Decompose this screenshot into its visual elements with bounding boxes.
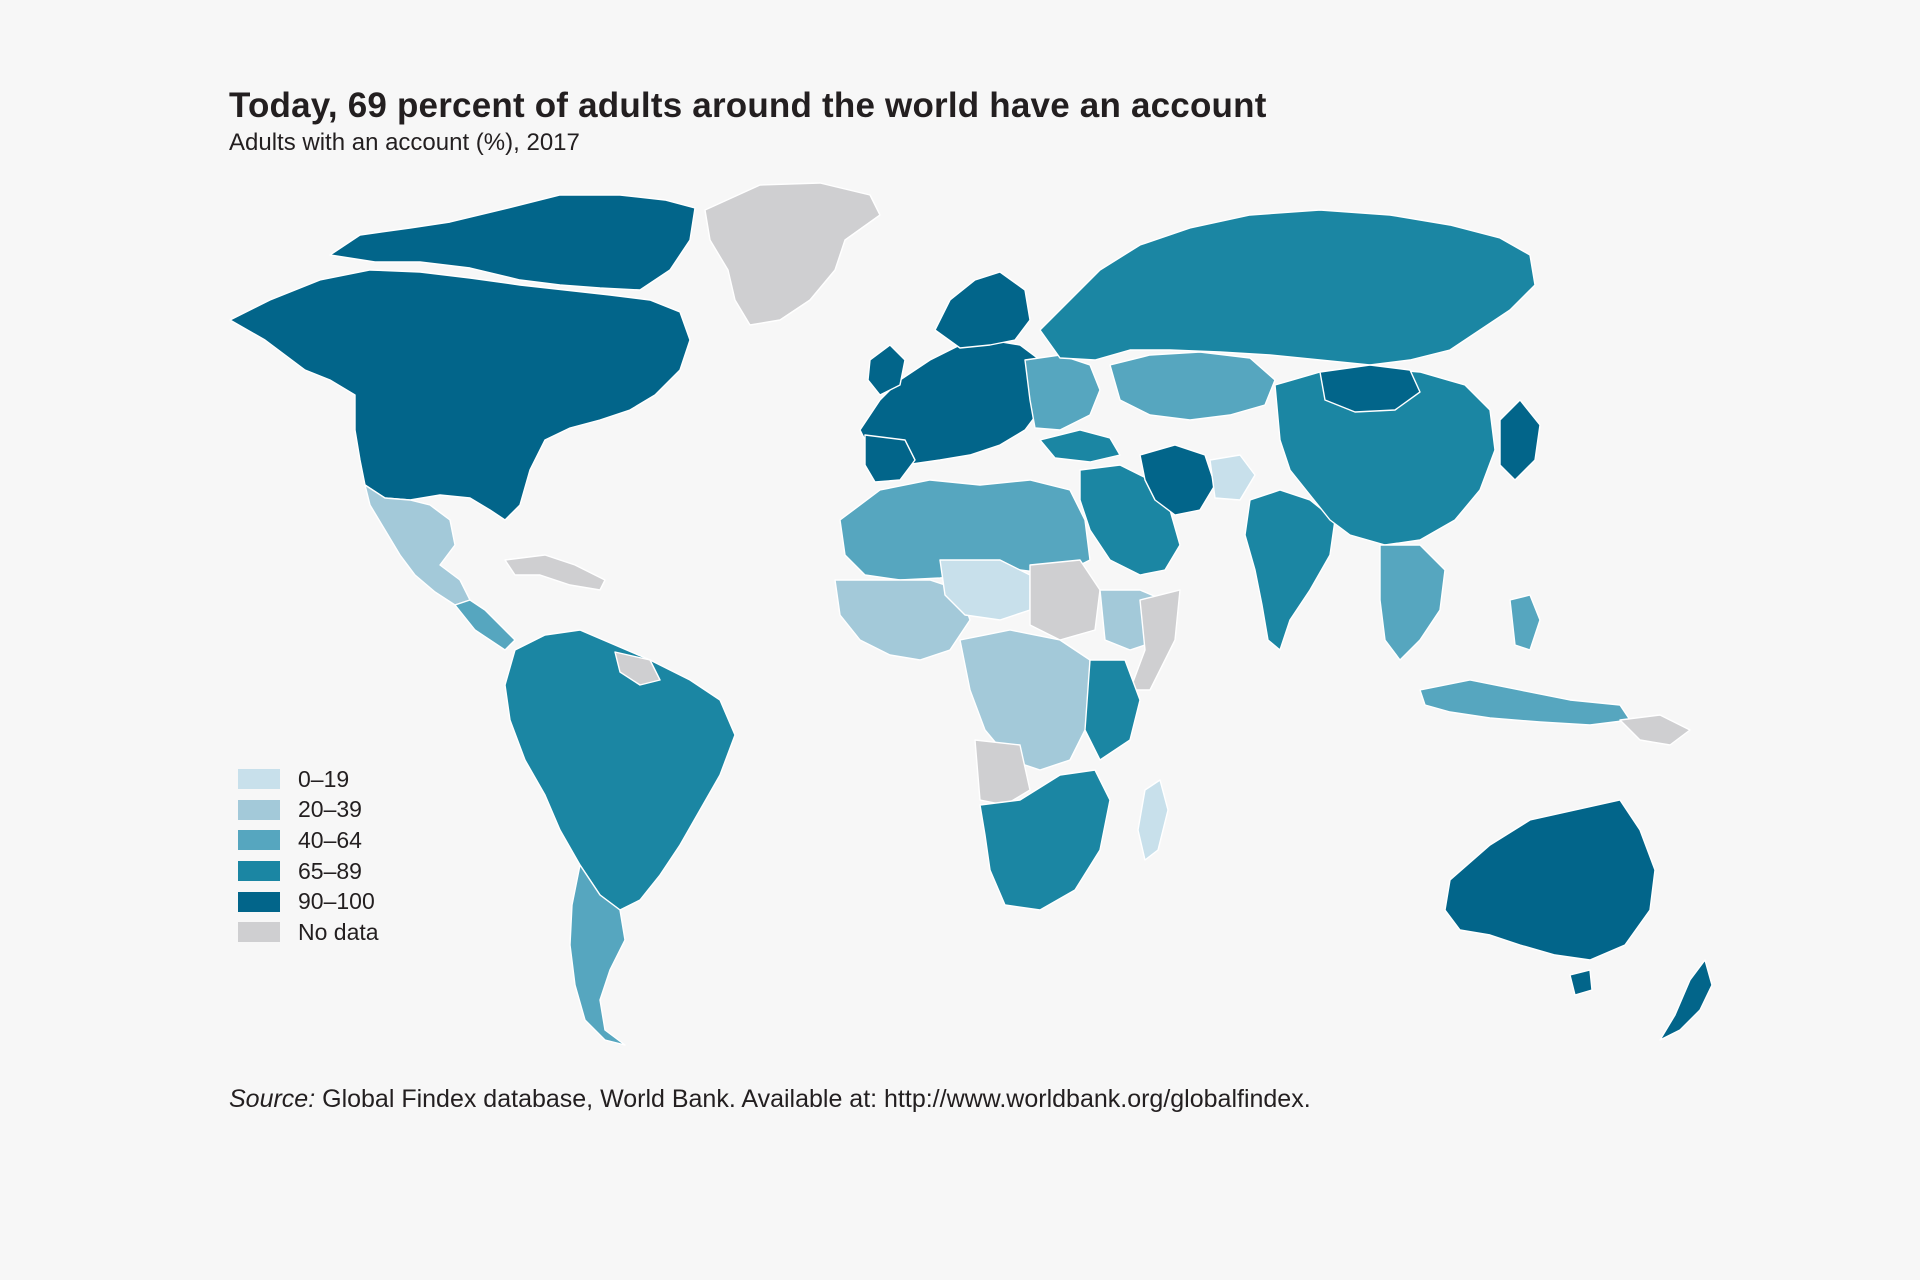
legend-label: No data [298,918,379,945]
source-prefix: Source: [229,1085,316,1113]
region-uk [867,344,906,396]
region-southeast-asia [1379,544,1446,661]
region-madagascar [1137,779,1169,861]
region-greenland [704,182,881,326]
legend-swatch-90-100 [238,891,280,912]
legend-swatch-no-data [238,922,280,943]
legend-item: 20–39 [238,795,379,826]
region-caribbean [504,554,606,591]
region-russia [1039,209,1536,366]
region-somalia [1129,589,1181,691]
region-north-america-north [229,269,691,521]
legend-label: 40–64 [298,826,362,853]
region-iberia [864,434,916,483]
source-note: Source: Global Findex database, World Ba… [229,1085,1311,1114]
region-tasmania [1569,969,1593,996]
region-japan-korea [1499,399,1541,481]
legend-label: 90–100 [298,888,375,915]
legend-item: 90–100 [238,886,379,917]
legend-item: 0–19 [238,764,379,795]
region-eastern-europe [1024,354,1101,431]
region-south-america-north [504,629,736,911]
legend-swatch-40-64 [238,830,280,851]
region-turkey [1039,429,1121,463]
region-east-africa [1084,659,1141,761]
region-new-zealand [1659,959,1713,1041]
legend-swatch-0-19 [238,769,280,790]
legend-item: 40–64 [238,825,379,856]
map-title: Today, 69 percent of adults around the w… [229,86,1267,125]
region-central-america [454,599,516,651]
legend-label: 0–19 [298,765,350,792]
source-text: Global Findex database, World Bank. Avai… [315,1085,1311,1113]
region-southern-africa [979,769,1111,911]
region-angola [974,739,1031,806]
legend-swatch-65-89 [238,861,280,882]
region-central-africa [959,629,1091,771]
region-sahel [939,559,1031,621]
region-indonesia [1419,679,1631,726]
region-mexico [364,484,471,606]
region-central-asia [1109,351,1276,421]
region-iran [1139,444,1216,516]
region-australia [1444,799,1656,961]
region-mongolia [1319,364,1421,413]
region-scandinavia [934,271,1031,349]
region-guianas [614,651,661,686]
region-philippines [1509,594,1541,651]
legend-label: 20–39 [298,796,362,823]
map-subtitle: Adults with an account (%), 2017 [229,129,580,156]
legend-label: 65–89 [298,857,362,884]
region-afghanistan [1209,454,1256,501]
legend-item: No data [238,917,379,948]
map-legend: 0–19 20–39 40–64 65–89 90–100 No data [238,764,379,948]
region-west-africa [834,579,971,661]
legend-item: 65–89 [238,856,379,887]
region-india [1244,489,1336,651]
region-png [1619,714,1691,746]
region-sudan-chad [1029,559,1101,641]
region-south-america-south [569,864,626,1046]
legend-swatch-20-39 [238,799,280,820]
region-canadian-arctic [329,194,696,291]
